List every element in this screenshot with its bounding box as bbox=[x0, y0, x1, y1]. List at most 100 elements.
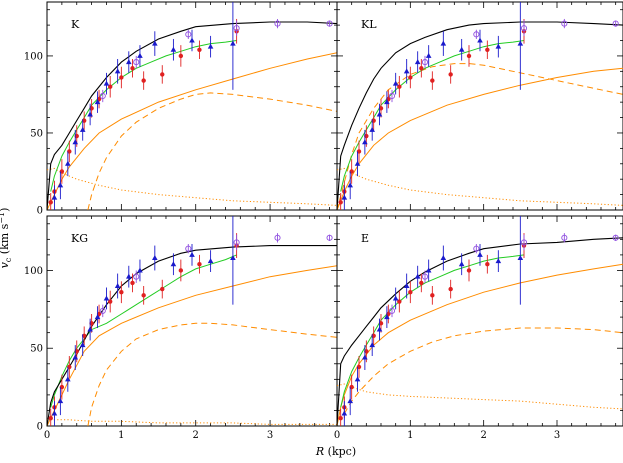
data-point-blue bbox=[369, 342, 375, 348]
data-point-blue bbox=[347, 182, 353, 188]
data-point-blue bbox=[207, 258, 214, 264]
curve-total bbox=[47, 245, 337, 426]
data-point-violet bbox=[274, 234, 281, 241]
data-point-blue bbox=[152, 255, 158, 260]
data-point-blue bbox=[87, 326, 93, 332]
data-point-red bbox=[448, 286, 453, 292]
data-point-blue bbox=[125, 273, 132, 279]
y-tick-label: 50 bbox=[30, 128, 43, 139]
x-axis-title: R (kpc) bbox=[315, 445, 356, 458]
data-point-blue bbox=[103, 295, 110, 301]
data-point-red bbox=[197, 47, 202, 52]
data-point-red bbox=[178, 268, 184, 273]
curve-gas bbox=[47, 419, 337, 425]
data-point-blue bbox=[230, 40, 236, 46]
data-point-red bbox=[119, 75, 124, 80]
data-point-red bbox=[397, 299, 402, 304]
data-point-red bbox=[48, 416, 53, 421]
data-point-blue bbox=[114, 283, 121, 288]
data-point-blue bbox=[87, 111, 93, 117]
panel-kl: KL bbox=[336, 1, 623, 211]
data-point-blue bbox=[440, 255, 447, 260]
data-point-red bbox=[141, 78, 146, 83]
data-point-violet bbox=[233, 239, 240, 246]
curve-gas bbox=[337, 383, 623, 410]
data-point-blue bbox=[425, 52, 432, 58]
data-point-blue bbox=[114, 68, 121, 74]
panels-group: 0 50 100 K KL 0 1 2 3 0 50 100 KG 0 1 2 3 E bbox=[24, 1, 623, 441]
data-point-blue bbox=[414, 59, 421, 65]
curve-disk bbox=[87, 322, 337, 426]
curve-halo bbox=[337, 67, 623, 210]
data-point-blue bbox=[369, 126, 375, 132]
panel-frame bbox=[336, 1, 623, 211]
data-point-red bbox=[419, 280, 424, 286]
x-tick-label: 2 bbox=[480, 430, 486, 441]
data-point-violet bbox=[133, 59, 140, 66]
data-point-violet bbox=[520, 239, 528, 246]
data-point-red bbox=[160, 72, 165, 77]
data-point-red bbox=[338, 416, 343, 421]
data-point-violet bbox=[185, 245, 192, 252]
data-point-blue bbox=[384, 99, 390, 105]
data-point-violet bbox=[388, 92, 396, 100]
data-point-red bbox=[108, 299, 113, 304]
data-point-blue bbox=[189, 251, 195, 257]
data-point-violet bbox=[612, 234, 619, 241]
data-point-blue bbox=[414, 273, 421, 279]
panel-e: 0 1 2 3 E bbox=[334, 215, 623, 441]
x-tick-label: 0 bbox=[334, 430, 340, 441]
data-point-violet bbox=[612, 20, 619, 27]
curve-halo bbox=[337, 263, 623, 426]
data-point-blue bbox=[341, 410, 348, 416]
data-point-violet bbox=[421, 59, 429, 66]
curve-total bbox=[47, 21, 337, 210]
data-point-blue bbox=[125, 59, 132, 65]
curve-fit bbox=[340, 254, 525, 408]
data-point-blue bbox=[65, 160, 71, 166]
data-point-violet bbox=[185, 31, 192, 38]
x-tick-label: 3 bbox=[554, 430, 560, 441]
data-point-red bbox=[48, 200, 53, 205]
data-point-blue bbox=[79, 342, 86, 348]
curve-gas bbox=[337, 167, 623, 206]
data-point-red bbox=[408, 75, 413, 80]
data-point-blue bbox=[57, 398, 64, 404]
data-point-blue bbox=[403, 68, 410, 74]
data-point-blue bbox=[495, 258, 502, 264]
curve-disk bbox=[343, 327, 623, 414]
data-point-blue bbox=[440, 40, 447, 46]
data-point-red bbox=[141, 293, 146, 298]
data-point-blue bbox=[51, 410, 58, 416]
data-point-red bbox=[466, 53, 472, 59]
data-point-blue bbox=[517, 40, 524, 46]
x-tick-label: 1 bbox=[407, 430, 413, 441]
data-point-blue bbox=[517, 255, 524, 260]
data-point-blue bbox=[230, 255, 236, 260]
data-point-violet bbox=[520, 25, 528, 32]
data-point-blue bbox=[103, 80, 110, 86]
data-point-violet bbox=[326, 20, 333, 27]
curve-total bbox=[337, 21, 623, 210]
data-point-blue bbox=[72, 139, 79, 145]
panel-label: K bbox=[71, 18, 80, 31]
data-point-violet bbox=[561, 234, 568, 241]
y-tick-label: 0 bbox=[37, 422, 43, 433]
data-point-violet bbox=[421, 273, 429, 280]
data-point-violet bbox=[561, 20, 568, 27]
curve-disk bbox=[87, 92, 337, 210]
y-tick-label: 100 bbox=[24, 51, 43, 62]
data-point-blue bbox=[57, 182, 64, 188]
data-point-blue bbox=[51, 194, 58, 200]
data-point-blue bbox=[458, 46, 465, 52]
panel-frame bbox=[336, 215, 623, 427]
data-point-violet bbox=[99, 92, 106, 100]
data-point-violet bbox=[388, 307, 396, 314]
data-point-blue bbox=[362, 354, 368, 360]
data-point-red bbox=[160, 286, 165, 292]
panel-label: KL bbox=[361, 18, 377, 31]
data-point-blue bbox=[152, 40, 158, 46]
data-point-red bbox=[338, 200, 343, 205]
y-tick-label: 100 bbox=[24, 266, 43, 277]
